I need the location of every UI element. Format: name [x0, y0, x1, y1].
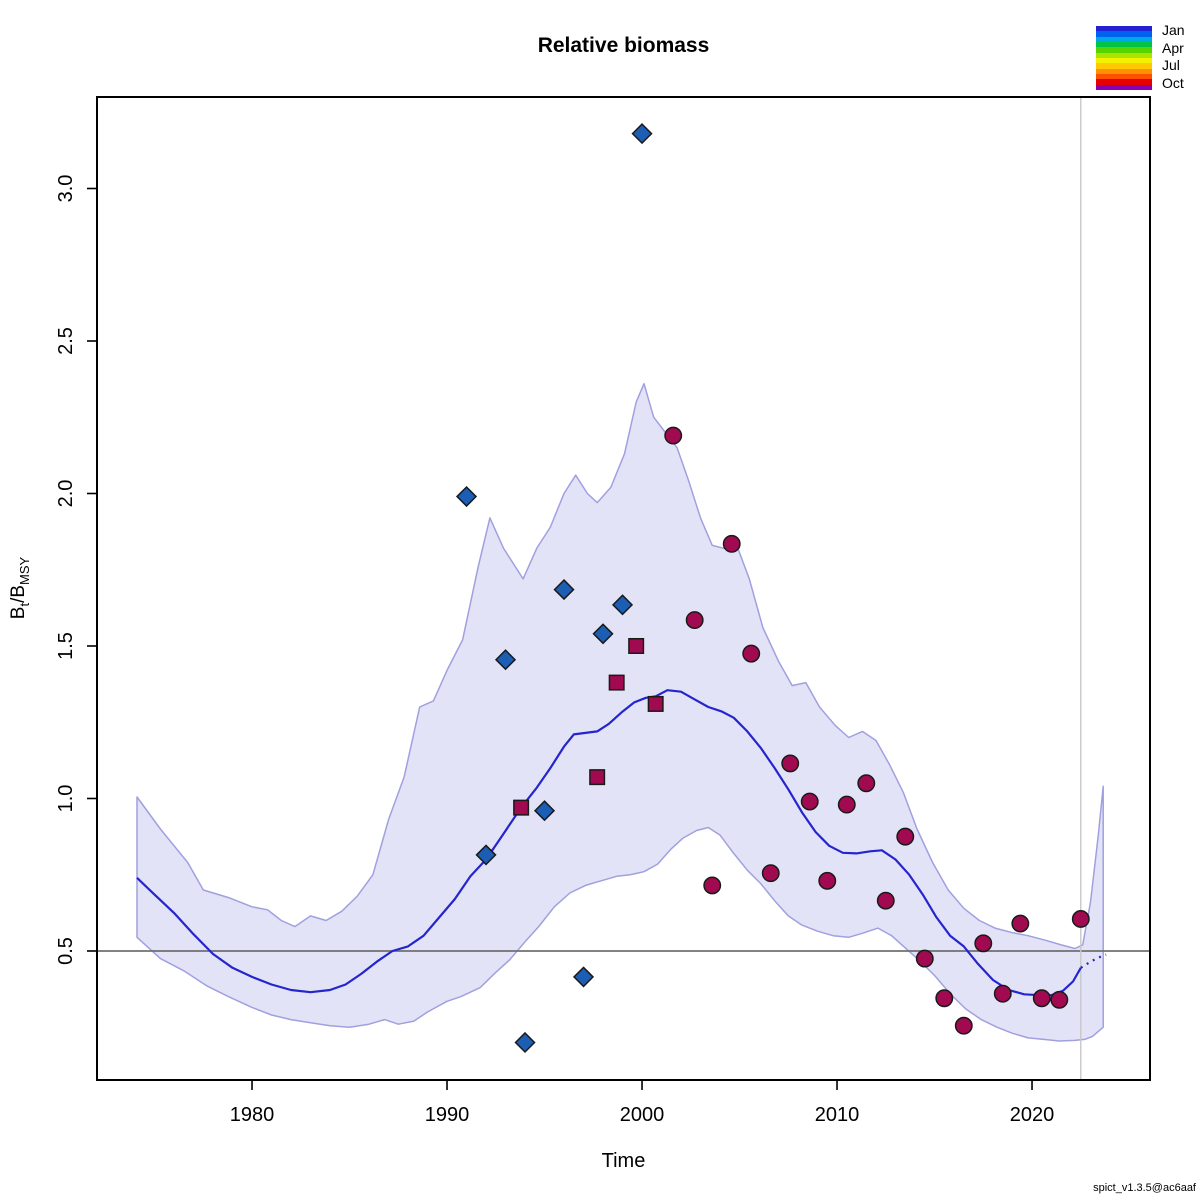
data-point-square — [608, 674, 625, 691]
data-point-circle — [722, 534, 741, 553]
legend-label-jul: Jul — [1162, 57, 1180, 74]
data-point-circle — [1032, 989, 1051, 1008]
colorbar-stripe — [1096, 84, 1152, 90]
version-footnote: spict_v1.3.5@ac6aaf — [1093, 1182, 1196, 1194]
data-point-square — [628, 637, 645, 654]
legend-label-apr: Apr — [1162, 39, 1184, 56]
data-point-diamond — [455, 485, 478, 508]
data-point-diamond — [475, 844, 497, 866]
x-tick-label: 2010 — [815, 1104, 860, 1126]
data-point-circle — [935, 989, 954, 1008]
legend-label-oct: Oct — [1162, 75, 1184, 92]
colorbar-stripe — [1096, 52, 1152, 58]
data-point-diamond — [494, 649, 517, 671]
legend-label-jan: Jan — [1162, 22, 1185, 38]
y-tick-label: 3.0 — [55, 175, 77, 203]
data-point-circle — [876, 891, 895, 910]
y-tick-label: 0.5 — [55, 937, 77, 965]
x-axis-label: Time — [601, 1150, 646, 1172]
data-point-diamond — [592, 623, 614, 645]
x-tick-label: 2020 — [1010, 1104, 1055, 1126]
y-tick-label: 1.5 — [55, 632, 77, 660]
data-point-diamond — [533, 800, 556, 822]
data-point-diamond — [553, 579, 575, 601]
colorbar-stripe — [1096, 47, 1152, 53]
data-point-diamond — [572, 966, 595, 988]
colorbar-stripe — [1096, 79, 1152, 85]
chart-title: Relative biomass — [537, 34, 710, 57]
data-point-circle — [800, 792, 819, 811]
season-colorbar — [1096, 26, 1152, 90]
y-tick-label: 1.0 — [55, 785, 77, 813]
data-point-circle — [1050, 990, 1069, 1009]
colorbar-stripe — [1096, 68, 1152, 74]
colorbar-stripe — [1096, 57, 1152, 64]
y-tick-label: 2.5 — [55, 327, 77, 355]
data-point-circle — [857, 774, 876, 793]
data-point-circle — [837, 795, 856, 814]
data-point-square — [647, 695, 664, 712]
median-line-forecast — [1080, 953, 1107, 969]
data-point-circle — [915, 949, 934, 968]
season-legend-labels: Jan Apr Jul Oct — [1162, 22, 1185, 93]
colorbar-stripe — [1096, 31, 1152, 37]
data-point-circle — [664, 426, 683, 445]
colorbar-stripe — [1096, 41, 1152, 48]
data-point-circle — [761, 864, 780, 883]
plot-box — [96, 96, 1151, 1081]
data-point-diamond — [631, 123, 653, 145]
x-tick-label: 1990 — [425, 1104, 470, 1126]
colorbar-stripe — [1096, 73, 1152, 80]
data-point-diamond — [514, 1031, 536, 1054]
data-point-circle — [954, 1016, 973, 1035]
data-point-diamond — [611, 594, 634, 616]
x-tick-label: 2000 — [620, 1104, 665, 1126]
y-tick-label: 2.0 — [55, 480, 77, 508]
data-point-circle — [742, 644, 761, 663]
colorbar-stripe — [1096, 63, 1152, 69]
data-point-circle — [1011, 914, 1030, 933]
data-point-circle — [818, 871, 837, 890]
data-point-circle — [781, 754, 800, 773]
colorbar-stripe — [1096, 36, 1152, 42]
data-point-circle — [974, 934, 993, 953]
data-point-square — [513, 799, 530, 816]
data-point-circle — [896, 827, 915, 846]
data-point-circle — [1071, 910, 1090, 928]
data-point-circle — [993, 984, 1012, 1003]
x-tick-label: 1980 — [230, 1104, 275, 1126]
data-point-square — [589, 769, 606, 786]
data-point-circle — [685, 611, 704, 630]
data-point-circle — [703, 876, 722, 895]
colorbar-stripe — [1096, 26, 1152, 32]
